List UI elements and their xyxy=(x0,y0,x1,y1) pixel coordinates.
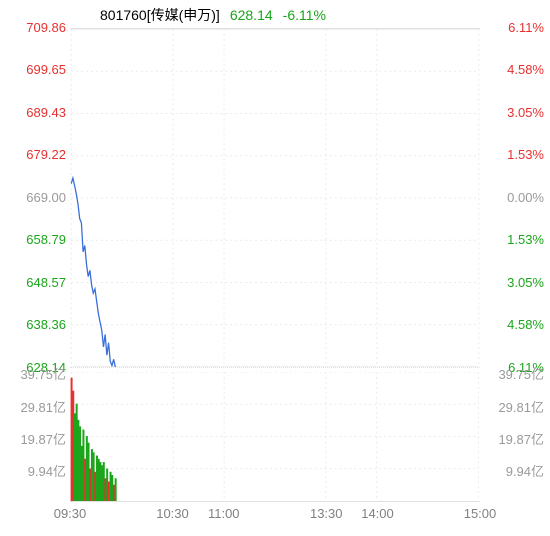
axis-tick: 658.79 xyxy=(26,232,66,247)
volume-svg xyxy=(70,372,480,501)
axis-tick: 648.57 xyxy=(26,275,66,290)
axis-tick: 9.94亿 xyxy=(506,461,544,480)
x-axis-tick: 14:00 xyxy=(361,506,394,521)
stock-code-name: 801760[传媒(申万)] xyxy=(100,5,220,25)
x-axis-tick: 10:30 xyxy=(156,506,189,521)
axis-tick: 29.81亿 xyxy=(498,397,544,416)
stock-last-price: 628.14 xyxy=(230,7,273,23)
axis-tick: 19.87亿 xyxy=(20,429,66,448)
axis-tick: 0.00% xyxy=(507,190,544,205)
x-axis-tick: 11:00 xyxy=(208,506,240,521)
axis-tick: 699.65 xyxy=(26,62,66,77)
stock-intraday-chart: 801760[传媒(申万)] 628.14 -6.11% 709.86 699.6… xyxy=(0,0,550,536)
axis-tick: 669.00 xyxy=(26,190,66,205)
x-axis-tick: 09:30 xyxy=(54,506,87,521)
axis-tick: 19.87亿 xyxy=(498,429,544,448)
axis-tick: 4.58% xyxy=(507,317,544,332)
axis-tick: 3.05% xyxy=(507,275,544,290)
volume-plot-area xyxy=(70,372,480,502)
axis-tick: 689.43 xyxy=(26,105,66,120)
x-axis-tick: 13:30 xyxy=(310,506,343,521)
chart-header: 801760[传媒(申万)] 628.14 -6.11% xyxy=(0,4,550,26)
axis-tick: 1.53% xyxy=(507,232,544,247)
price-svg xyxy=(70,29,480,367)
axis-tick: 39.75亿 xyxy=(20,364,66,383)
price-plot-area xyxy=(70,28,480,368)
axis-tick: 3.05% xyxy=(507,105,544,120)
axis-tick: 679.22 xyxy=(26,147,66,162)
axis-tick: 1.53% xyxy=(507,147,544,162)
axis-tick: 4.58% xyxy=(507,62,544,77)
axis-tick: 638.36 xyxy=(26,317,66,332)
x-axis-tick: 15:00 xyxy=(464,506,497,521)
axis-tick: 29.81亿 xyxy=(20,397,66,416)
x-axis: 09:3010:3011:0013:3014:0015:00 xyxy=(70,506,480,528)
axis-tick: 9.94亿 xyxy=(28,461,66,480)
axis-tick: 39.75亿 xyxy=(498,364,544,383)
axis-tick: 709.86 xyxy=(26,20,66,35)
stock-change-percent: -6.11% xyxy=(283,7,326,23)
axis-tick: 6.11% xyxy=(508,20,544,35)
